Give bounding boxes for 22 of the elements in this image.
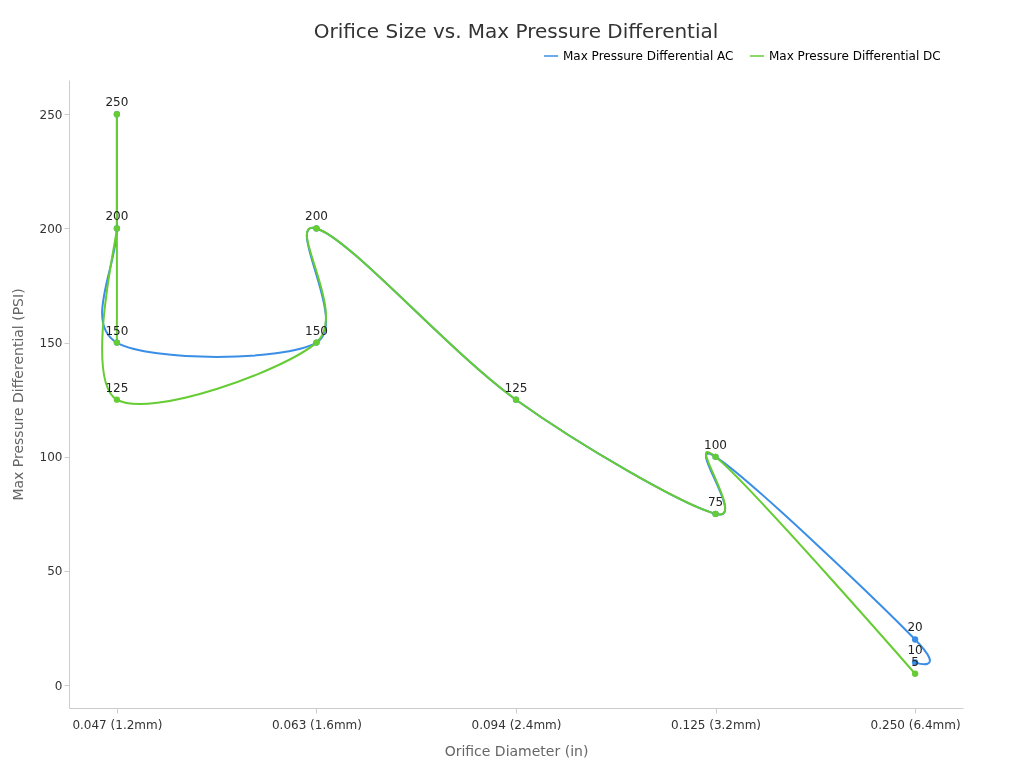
y-tick-label: 0 (54, 678, 63, 693)
data-label: 125 (504, 380, 528, 395)
x-axis-title: Orifice Diameter (in) (444, 742, 589, 759)
data-label: 20 (907, 620, 923, 635)
y-tick-label: 250 (39, 107, 63, 122)
x-tick-label: 0.250 (6.4mm) (870, 717, 961, 732)
legend-label: Max Pressure Differential DC (769, 49, 941, 63)
data-label: 250 (105, 95, 129, 110)
x-tick-label: 0.125 (3.2mm) (671, 717, 762, 732)
x-tick-label: 0.094 (2.4mm) (471, 717, 562, 732)
x-tick-label: 0.047 (1.2mm) (72, 717, 163, 732)
legend-label: Max Pressure Differential AC (563, 49, 734, 63)
x-tick-label: 0.063 (1.6mm) (271, 717, 362, 732)
chart-title: Orifice Size vs. Max Pressure Differential (313, 19, 719, 43)
y-tick-label: 100 (39, 450, 63, 465)
y-tick-label: 200 (39, 221, 63, 236)
data-label: 75 (707, 494, 724, 509)
data-label: 200 (304, 209, 328, 224)
y-tick-label: 50 (47, 564, 63, 579)
data-label: 100 (704, 437, 728, 452)
y-tick-label: 150 (39, 336, 63, 351)
y-axis-title: Max Pressure Differential (PSI) (9, 288, 26, 501)
